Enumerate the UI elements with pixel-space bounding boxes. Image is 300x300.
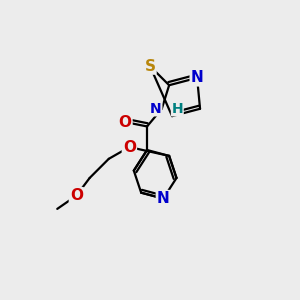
Text: N: N [150,102,162,116]
Text: O: O [118,115,131,130]
Text: N: N [157,191,169,206]
Text: O: O [70,188,83,203]
Text: S: S [145,58,155,74]
Text: H: H [172,102,183,116]
Text: O: O [123,140,136,154]
Text: N: N [191,70,203,86]
